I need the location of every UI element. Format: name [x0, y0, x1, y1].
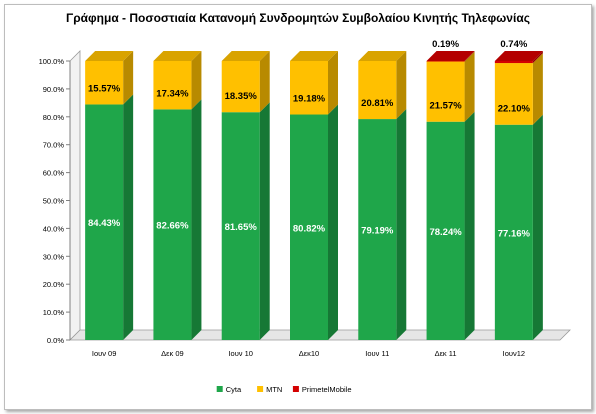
- bar-primetelmobile: [494, 61, 533, 64]
- bar-primetelmobile-top: [426, 51, 475, 61]
- data-label-primetelmobile: 0.19%: [432, 39, 459, 50]
- data-label-mtn: 22.10%: [498, 104, 531, 115]
- bar-cyta: [426, 121, 465, 340]
- data-label-mtn: 20.81%: [361, 98, 394, 109]
- bar-cyta: [494, 124, 533, 340]
- legend-label: MTN: [266, 385, 282, 394]
- x-tick-label: Ιουν 11: [365, 349, 389, 358]
- data-label-primetelmobile: 0.74%: [500, 39, 527, 50]
- bar-mtn-top: [153, 51, 202, 61]
- legend-label: PrimetelMobile: [302, 385, 352, 394]
- y-tick-label: 30.0%: [43, 252, 65, 261]
- bar-mtn-side: [396, 51, 407, 120]
- side-wall: [69, 50, 81, 341]
- bar-mtn-top: [221, 51, 270, 61]
- bar-cyta-side: [328, 104, 338, 340]
- legend-swatch: [292, 386, 299, 392]
- y-tick-label: 100.0%: [39, 57, 65, 66]
- y-tick-label: 90.0%: [43, 85, 65, 94]
- x-tick-label: Ιουν 10: [228, 349, 253, 358]
- bar-mtn-side: [328, 51, 338, 115]
- chart-title: Γράφημα - Ποσοστιαία Κατανομή Συνδρομητώ…: [66, 11, 530, 25]
- bar-mtn: [85, 61, 124, 105]
- bar-cyta-side: [191, 99, 202, 340]
- legend-swatch: [257, 386, 264, 392]
- y-tick-label: 60.0%: [43, 169, 65, 178]
- bar-cyta-side: [123, 94, 134, 340]
- y-tick-label: 10.0%: [43, 308, 65, 317]
- bar-cyta-side: [532, 114, 543, 340]
- bar-primetelmobile-side: [532, 51, 543, 64]
- bar-cyta-side: [259, 102, 270, 340]
- data-label-mtn: 18.35%: [225, 91, 258, 102]
- data-label-cyta: 80.82%: [293, 223, 326, 234]
- bar-mtn: [290, 61, 328, 115]
- y-tick-label: 80.0%: [43, 113, 65, 122]
- bar-cyta: [358, 119, 397, 340]
- bar-cyta: [85, 104, 124, 340]
- x-tick-label: Ιουν12: [503, 349, 525, 358]
- bar-mtn: [494, 63, 533, 125]
- bar-mtn-top: [358, 51, 407, 61]
- legend-label: Cyta: [226, 385, 242, 394]
- y-tick-label: 50.0%: [43, 197, 65, 206]
- data-label-cyta: 79.19%: [361, 226, 394, 237]
- bar-mtn-side: [259, 51, 270, 113]
- x-tick-label: Δεκ 09: [161, 349, 184, 358]
- x-tick-label: Δεκ10: [299, 349, 319, 358]
- data-label-mtn: 19.18%: [293, 94, 326, 105]
- bar-cyta-side: [464, 111, 475, 340]
- bar-mtn: [221, 61, 260, 113]
- data-label-cyta: 78.24%: [429, 227, 462, 238]
- data-label-cyta: 81.65%: [225, 222, 258, 233]
- legend-swatch: [216, 386, 223, 392]
- x-tick-label: Δεκ 11: [435, 349, 457, 358]
- data-label-mtn: 15.57%: [88, 83, 121, 94]
- y-tick-label: 20.0%: [43, 280, 65, 289]
- bar-primetelmobile-side: [464, 51, 475, 62]
- bar-primetelmobile-top: [494, 51, 543, 61]
- y-tick-label: 40.0%: [43, 224, 65, 233]
- y-tick-label: 0.0%: [47, 336, 64, 345]
- bar-mtn-top: [290, 51, 338, 61]
- y-tick-label: 70.0%: [43, 141, 65, 150]
- bar-mtn-side: [123, 51, 134, 105]
- bar-mtn-top: [85, 51, 134, 61]
- bar-cyta: [290, 114, 328, 340]
- bar-cyta: [153, 109, 192, 340]
- bar-cyta: [221, 112, 260, 340]
- bar-cyta-side: [396, 109, 407, 340]
- data-label-mtn: 17.34%: [156, 88, 189, 99]
- data-label-cyta: 84.43%: [88, 218, 121, 229]
- bar-mtn: [153, 61, 192, 110]
- data-label-cyta: 82.66%: [156, 221, 189, 232]
- bar-mtn: [358, 61, 397, 120]
- bar-primetelmobile: [426, 61, 465, 62]
- data-label-mtn: 21.57%: [429, 101, 462, 112]
- bar-mtn-side: [464, 51, 475, 122]
- bar-mtn-side: [191, 51, 202, 110]
- x-tick-label: Ιουν 09: [92, 349, 117, 358]
- data-label-cyta: 77.16%: [498, 228, 531, 239]
- bar-mtn: [426, 61, 465, 122]
- bar-mtn-side: [532, 53, 543, 125]
